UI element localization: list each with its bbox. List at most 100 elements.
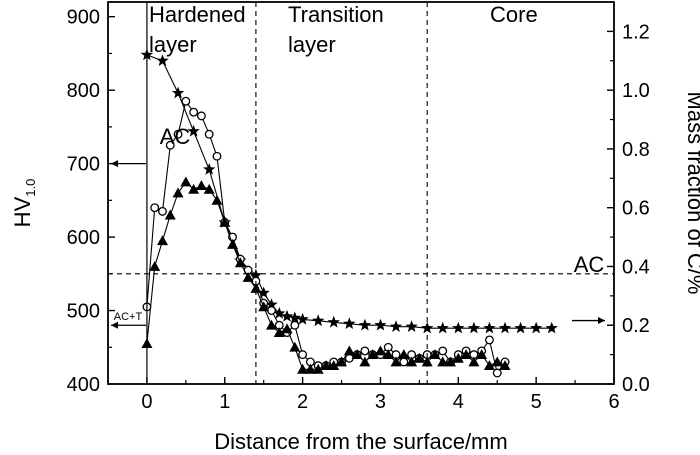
- data-point-triangle: [476, 349, 488, 360]
- data-point-circle: [438, 346, 448, 356]
- x-tick-label: 4: [453, 391, 464, 413]
- data-point-star: [545, 321, 558, 334]
- y-tick-label: 900: [67, 7, 100, 29]
- frame-layer: [107, 1, 615, 385]
- data-point-triangle: [367, 349, 379, 360]
- data-point-triangle: [219, 216, 231, 227]
- data-point-star: [156, 54, 169, 66]
- data-point-circle: [158, 206, 167, 216]
- data-point-triangle: [343, 345, 355, 356]
- data-point-circle: [290, 320, 300, 330]
- y-tick-label: 400: [67, 374, 100, 396]
- annotation-arrow-head: [111, 321, 118, 329]
- y2-tick-label: 1.2: [622, 21, 650, 43]
- data-point-star: [530, 321, 543, 334]
- data-point-star: [483, 321, 496, 334]
- region-label: layer: [149, 32, 197, 57]
- data-point-star: [203, 163, 216, 175]
- data-point-star: [187, 124, 200, 137]
- region-label: Transition: [288, 2, 384, 27]
- data-point-triangle: [421, 356, 433, 367]
- data-point-star: [343, 317, 356, 329]
- data-point-circle: [267, 306, 276, 315]
- data-point-triangle: [351, 349, 363, 360]
- series-line-filled-triangle: [146, 181, 506, 370]
- data-point-star: [257, 286, 270, 299]
- data-point-triangle: [390, 356, 402, 367]
- region-label: Hardened: [149, 2, 246, 27]
- data-point-triangle: [289, 341, 301, 352]
- data-point-triangle: [242, 271, 254, 282]
- data-point-circle: [150, 203, 160, 213]
- x-tick-label: 2: [297, 391, 308, 413]
- data-point-circle: [360, 346, 370, 356]
- data-point-triangle: [491, 356, 503, 367]
- y-axis-label: HV1.0: [10, 179, 38, 228]
- data-point-star: [467, 321, 481, 334]
- data-point-star: [273, 307, 286, 319]
- data-point-triangle: [382, 349, 394, 360]
- data-point-star: [405, 320, 418, 332]
- data-point-circle: [196, 111, 206, 121]
- data-point-triangle: [265, 319, 277, 330]
- data-point-triangle: [281, 323, 293, 334]
- data-point-triangle: [499, 360, 511, 371]
- data-point-triangle: [149, 260, 161, 271]
- data-point-triangle: [273, 327, 285, 337]
- data-point-triangle: [359, 356, 371, 367]
- data-point-circle: [298, 350, 308, 360]
- data-point-star: [374, 318, 387, 331]
- data-point-triangle: [227, 238, 239, 249]
- data-point-star: [296, 312, 309, 325]
- data-point-triangle: [429, 349, 441, 360]
- data-point-triangle: [452, 352, 464, 363]
- data-point-triangle: [304, 363, 316, 374]
- data-point-triangle: [188, 183, 200, 194]
- data-point-circle: [399, 357, 409, 367]
- data-point-triangle: [203, 183, 215, 194]
- annotation-label: AC: [160, 124, 191, 149]
- annotation-label: AC: [574, 252, 605, 277]
- region-label: layer: [288, 32, 336, 57]
- y-tick-label: 700: [67, 154, 100, 176]
- data-point-triangle: [164, 209, 176, 220]
- data-point-triangle: [211, 194, 223, 205]
- data-point-star: [171, 86, 185, 99]
- data-point-star: [327, 315, 340, 328]
- region-label: Core: [490, 2, 538, 27]
- data-point-circle: [189, 107, 199, 117]
- data-point-star: [452, 321, 465, 334]
- data-point-star: [498, 321, 512, 334]
- data-point-triangle: [445, 356, 457, 367]
- data-point-star: [358, 318, 372, 331]
- data-point-triangle: [156, 235, 168, 246]
- data-point-triangle: [320, 360, 332, 371]
- data-point-circle: [484, 335, 494, 345]
- y2-tick-label: 0.6: [622, 198, 650, 220]
- x-tick-label: 3: [375, 391, 386, 413]
- data-point-circle: [492, 368, 502, 378]
- y2-tick-label: 0.4: [622, 256, 650, 278]
- data-point-triangle: [483, 360, 495, 371]
- data-point-triangle: [258, 301, 270, 312]
- data-point-triangle: [336, 356, 348, 367]
- data-point-star: [389, 320, 403, 332]
- data-point-triangle: [195, 180, 207, 191]
- x-tick-label: 6: [608, 391, 619, 413]
- data-point-triangle: [437, 356, 449, 367]
- y-tick-label: 800: [67, 80, 100, 102]
- data-point-star: [288, 311, 301, 324]
- y-tick-label: 500: [67, 301, 100, 323]
- data-point-circle: [204, 129, 214, 139]
- x-tick-label: 1: [219, 391, 230, 413]
- data-point-star: [436, 321, 449, 334]
- data-point-star: [312, 314, 325, 327]
- x-tick-label: 5: [531, 391, 542, 413]
- y2-tick-label: 0.0: [622, 374, 650, 396]
- y-axis-label-subscript: 1.0: [23, 179, 38, 197]
- x-tick-label: 0: [141, 391, 152, 413]
- plot-frame: [107, 1, 615, 385]
- data-point-triangle: [312, 363, 324, 374]
- annotation-arrow-head: [111, 160, 118, 168]
